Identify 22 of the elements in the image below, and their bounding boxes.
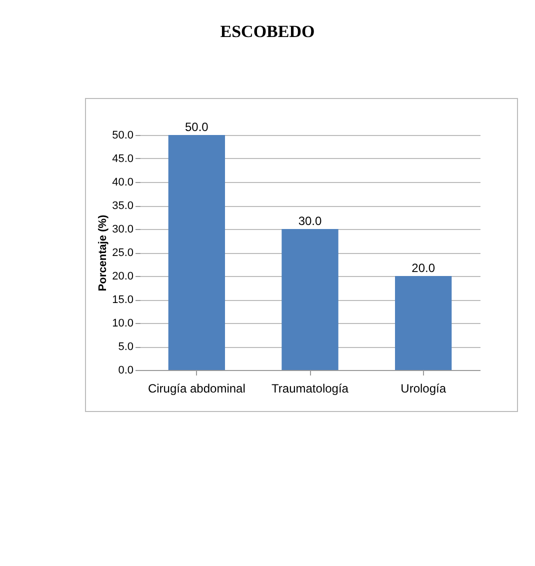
data-label: 20.0 <box>412 261 436 275</box>
y-tick-label: 15.0 <box>112 294 134 306</box>
y-tick-label: 20.0 <box>112 270 134 282</box>
bar <box>168 135 225 370</box>
y-tick-label: 5.0 <box>118 341 134 353</box>
y-tick-label: 45.0 <box>112 153 134 165</box>
chart-title: ESCOBEDO <box>219 22 316 43</box>
data-label: 50.0 <box>184 120 209 134</box>
data-label: 30.0 <box>298 214 322 228</box>
y-tick-label: 50.0 <box>112 130 134 142</box>
y-tick-label: 10.0 <box>112 318 134 330</box>
bar <box>395 276 452 370</box>
y-tick-label: 25.0 <box>112 247 134 259</box>
y-tick-label: 40.0 <box>112 176 134 188</box>
y-axis-title: Porcentaje (%) <box>97 214 110 292</box>
y-tick-label: 0.0 <box>118 364 134 376</box>
y-tick-label: 30.0 <box>112 224 134 236</box>
bar <box>282 229 338 370</box>
x-tick-label: Traumatología <box>272 382 349 396</box>
y-tick-label: 35.0 <box>112 200 134 212</box>
x-tick-label: Cirugía abdominal <box>148 382 246 396</box>
x-tick-label: Urología <box>400 382 446 396</box>
